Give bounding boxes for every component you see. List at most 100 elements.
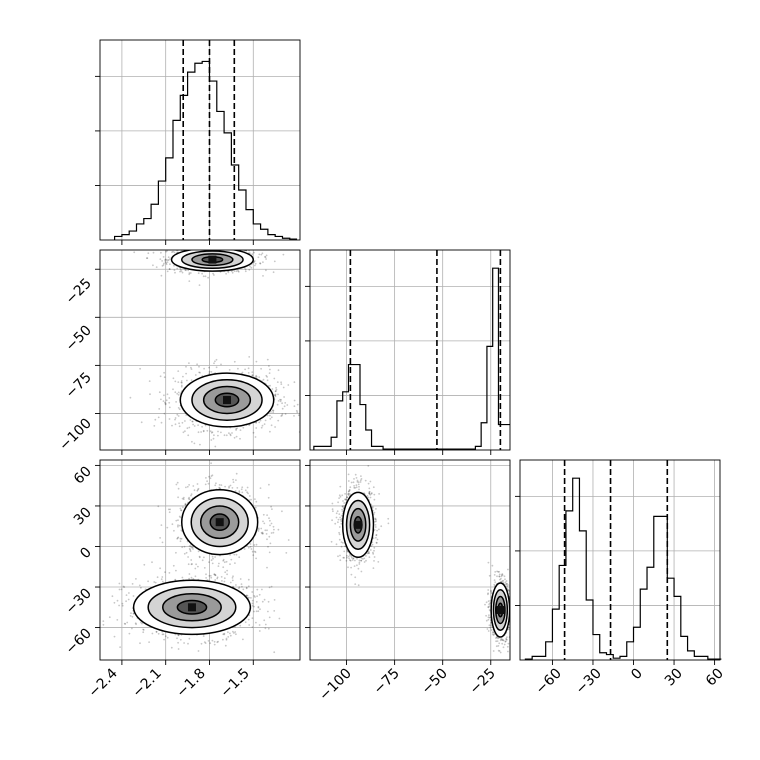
- scatter-point: [248, 247, 250, 249]
- scatter-layer: [129, 244, 304, 448]
- scatter-point: [197, 650, 200, 652]
- scatter-point: [347, 473, 350, 476]
- scatter-point: [269, 524, 271, 527]
- scatter-point: [257, 605, 260, 608]
- scatter-point: [225, 560, 228, 563]
- scatter-point: [281, 414, 283, 417]
- scatter-point: [173, 264, 175, 267]
- scatter-point: [214, 360, 216, 363]
- scatter-point: [366, 552, 369, 555]
- scatter-point: [350, 573, 353, 576]
- scatter-point: [201, 559, 204, 562]
- scatter-point: [227, 631, 229, 634]
- scatter-point: [293, 381, 296, 384]
- scatter-point: [177, 524, 179, 527]
- scatter-point: [262, 513, 265, 516]
- scatter-point: [113, 601, 116, 604]
- scatter-point: [241, 491, 244, 494]
- scatter-point: [163, 376, 166, 379]
- scatter-point: [230, 558, 233, 561]
- scatter-point: [342, 500, 344, 502]
- scatter-point: [164, 571, 166, 573]
- scatter-point: [287, 539, 290, 541]
- scatter-point: [264, 627, 267, 630]
- scatter-point: [225, 434, 228, 437]
- scatter-point: [164, 258, 167, 261]
- scatter-point: [261, 588, 263, 591]
- scatter-point: [302, 405, 304, 407]
- scatter-point: [213, 573, 216, 576]
- scatter-point: [285, 552, 288, 554]
- scatter-point: [191, 440, 193, 443]
- scatter-point: [209, 642, 212, 645]
- scatter-point: [339, 495, 342, 498]
- scatter-point: [337, 521, 339, 524]
- scatter-point: [218, 246, 220, 248]
- scatter-point: [271, 409, 274, 412]
- scatter-point: [186, 379, 188, 382]
- scatter-point: [260, 426, 263, 429]
- scatter-point: [198, 556, 201, 559]
- scatter-point: [380, 525, 383, 528]
- scatter-point: [277, 419, 280, 422]
- scatter-point: [184, 430, 186, 433]
- scatter-point: [233, 436, 236, 439]
- scatter-point: [229, 484, 232, 487]
- scatter-point: [252, 431, 255, 434]
- scatter-point: [190, 493, 193, 495]
- scatter-point: [202, 635, 205, 637]
- scatter-point: [282, 253, 285, 256]
- scatter-point: [238, 587, 240, 590]
- scatter-point: [190, 545, 192, 548]
- scatter-point: [210, 576, 213, 579]
- scatter-point: [284, 413, 287, 415]
- scatter-point: [264, 256, 267, 259]
- scatter-point: [199, 371, 201, 374]
- scatter-point: [339, 559, 342, 562]
- scatter-point: [360, 559, 362, 562]
- scatter-point: [268, 551, 271, 554]
- scatter-point: [281, 402, 283, 405]
- scatter-point: [363, 561, 366, 563]
- scatter-point: [250, 266, 253, 269]
- scatter-point: [167, 256, 170, 259]
- scatter-point: [344, 493, 346, 495]
- scatter-point: [346, 554, 348, 557]
- scatter-point: [241, 486, 244, 489]
- scatter-point: [155, 631, 158, 633]
- scatter-point: [368, 493, 371, 495]
- scatter-point: [129, 615, 132, 617]
- scatter-point: [244, 368, 247, 371]
- scatter-point: [123, 622, 126, 625]
- scatter-point: [261, 600, 264, 603]
- scatter-point: [251, 550, 254, 553]
- scatter-point: [189, 419, 192, 421]
- scatter-point: [179, 516, 182, 519]
- scatter-point: [247, 585, 250, 588]
- scatter-point: [235, 435, 238, 438]
- scatter-point: [282, 386, 285, 389]
- scatter-point: [161, 580, 164, 583]
- scatter-point: [140, 621, 142, 624]
- scatter-point: [126, 621, 129, 624]
- scatter-point: [254, 506, 257, 509]
- scatter-point: [216, 576, 219, 579]
- scatter-point: [229, 581, 232, 584]
- scatter-point: [195, 563, 198, 566]
- scatter-point: [208, 366, 210, 369]
- scatter-point: [157, 505, 160, 508]
- scatter-point: [254, 551, 257, 554]
- scatter-point: [259, 262, 262, 265]
- scatter-point: [229, 554, 232, 556]
- scatter-point: [210, 244, 212, 246]
- scatter-point: [177, 391, 180, 394]
- scatter-point: [268, 616, 271, 619]
- scatter-point: [147, 252, 150, 255]
- scatter-point: [135, 578, 137, 580]
- scatter-point: [180, 529, 183, 532]
- scatter-point: [203, 567, 206, 569]
- scatter-point: [240, 488, 243, 491]
- scatter-point: [223, 632, 226, 635]
- scatter-point: [139, 367, 142, 370]
- scatter-point: [182, 375, 184, 378]
